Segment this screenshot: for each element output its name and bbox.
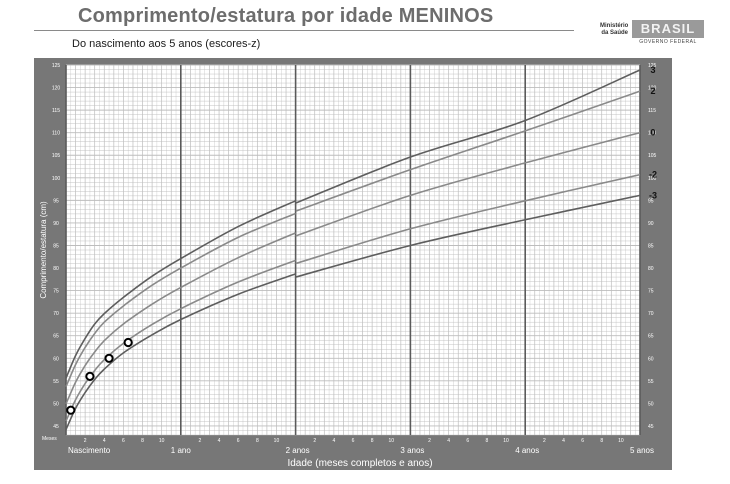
curve-z-3 bbox=[65, 200, 296, 379]
y-tick-label-left: 50 bbox=[53, 401, 59, 407]
y-tick-label-left: 105 bbox=[52, 153, 61, 159]
x-tick-label: 8 bbox=[371, 438, 374, 444]
curve-z--2 bbox=[65, 259, 296, 422]
curve-z--3 bbox=[65, 273, 296, 430]
y-tick-label-left: 90 bbox=[53, 221, 59, 227]
chart-subtitle: Do nascimento aos 5 anos (escores-z) bbox=[72, 38, 261, 50]
ministry-logo: Ministério da Saúde BRASIL GOVERNO FEDER… bbox=[600, 18, 708, 48]
x-tick-label: 10 bbox=[618, 438, 624, 444]
data-points bbox=[66, 337, 133, 415]
x-tick-label: 4 bbox=[332, 438, 335, 444]
curve-z-2 bbox=[295, 90, 641, 212]
y-tick-label-left: 100 bbox=[52, 176, 61, 182]
y-tick-label-right: 45 bbox=[648, 424, 654, 430]
curve-z-3 bbox=[295, 69, 641, 204]
y-tick-label-right: 105 bbox=[648, 153, 657, 159]
series-label-z--2: -2 bbox=[649, 170, 657, 180]
y-tick-label-left: 125 bbox=[52, 63, 61, 69]
x-tick-label: 10 bbox=[159, 438, 165, 444]
y-tick-label-right: 60 bbox=[648, 356, 654, 362]
chart-title: Comprimento/estatura por idade MENINOS bbox=[78, 5, 494, 27]
curve-z-2 bbox=[65, 212, 296, 388]
y-tick-label-left: 85 bbox=[53, 243, 59, 249]
y-tick-label-left: 80 bbox=[53, 266, 59, 272]
y-tick-label-left: 115 bbox=[52, 108, 60, 114]
z-score-curves bbox=[65, 69, 641, 430]
x-tick-label: 4 bbox=[562, 438, 565, 444]
x-tick-label: 10 bbox=[503, 438, 509, 444]
x-tick-label: 8 bbox=[486, 438, 489, 444]
title-divider bbox=[34, 30, 574, 31]
series-label-z-3: 3 bbox=[650, 65, 655, 75]
y-tick-label-left: 55 bbox=[53, 379, 59, 385]
y-tick-label-left: 75 bbox=[53, 289, 59, 295]
series-label-z-0: 0 bbox=[650, 128, 655, 138]
y-tick-label-left: 45 bbox=[53, 424, 59, 430]
logo-brand-text: BRASIL bbox=[632, 20, 704, 38]
y-tick-label-left: 120 bbox=[52, 86, 61, 92]
x-tick-label: 4 bbox=[447, 438, 450, 444]
x-tick-label: 2 bbox=[84, 438, 87, 444]
y-tick-label-right: 50 bbox=[648, 401, 654, 407]
logo-ministry-text: Ministério da Saúde bbox=[600, 23, 629, 36]
y-tick-label-right: 65 bbox=[648, 334, 654, 340]
x-year-label: 2 anos bbox=[286, 446, 310, 455]
y-tick-label-left: 70 bbox=[53, 311, 59, 317]
x-tick-label: 4 bbox=[218, 438, 221, 444]
x-year-label: 5 anos bbox=[630, 446, 654, 455]
x-tick-label: 10 bbox=[274, 438, 280, 444]
y-tick-label-right: 90 bbox=[648, 221, 654, 227]
y-tick-label-right: 95 bbox=[648, 198, 654, 204]
x-tick-label: 8 bbox=[141, 438, 144, 444]
x-year-label: 4 anos bbox=[515, 446, 539, 455]
y-tick-label-right: 115 bbox=[648, 108, 656, 114]
series-label-z--3: -3 bbox=[649, 190, 657, 200]
curve-z-0 bbox=[295, 131, 641, 237]
x-tick-label: 6 bbox=[122, 438, 125, 444]
x-tick-label: 6 bbox=[581, 438, 584, 444]
x-axis-title: Idade (meses completos e anos) bbox=[287, 458, 432, 469]
curve-z-0 bbox=[65, 232, 296, 405]
x-unit-label: Meses bbox=[42, 436, 57, 442]
x-year-label: 1 ano bbox=[171, 446, 192, 455]
x-tick-label: 10 bbox=[388, 438, 394, 444]
x-tick-label: 2 bbox=[313, 438, 316, 444]
x-tick-label: 4 bbox=[103, 438, 106, 444]
y-tick-label-right: 80 bbox=[648, 266, 654, 272]
y-tick-label-right: 120 bbox=[648, 86, 657, 92]
y-tick-label-left: 95 bbox=[53, 198, 59, 204]
measurement-point bbox=[123, 337, 133, 348]
x-year-label: Nascimento bbox=[68, 446, 111, 455]
x-tick-label: 2 bbox=[543, 438, 546, 444]
y-tick-label-right: 70 bbox=[648, 311, 654, 317]
x-year-label: 3 anos bbox=[400, 446, 424, 455]
x-tick-label: 8 bbox=[256, 438, 259, 444]
y-tick-label-left: 65 bbox=[53, 334, 59, 340]
curve-z--3 bbox=[295, 194, 641, 278]
x-tick-label: 6 bbox=[237, 438, 240, 444]
y-tick-label-right: 85 bbox=[648, 243, 654, 249]
y-axis-title: Comprimento/estatura (cm) bbox=[39, 201, 48, 299]
x-tick-label: 8 bbox=[600, 438, 603, 444]
y-tick-label-right: 75 bbox=[648, 289, 654, 295]
measurement-point bbox=[104, 353, 114, 363]
x-tick-label: 6 bbox=[466, 438, 469, 444]
y-tick-label-right: 110 bbox=[648, 131, 656, 137]
x-tick-label: 6 bbox=[352, 438, 355, 444]
measurement-point bbox=[85, 371, 95, 381]
y-tick-label-right: 100 bbox=[648, 176, 657, 182]
x-tick-label: 2 bbox=[199, 438, 202, 444]
y-tick-label-left: 110 bbox=[52, 131, 60, 137]
y-tick-label-left: 60 bbox=[53, 356, 59, 362]
y-tick-label-right: 55 bbox=[648, 379, 654, 385]
logo-gov-text: GOVERNO FEDERAL bbox=[639, 39, 697, 45]
x-tick-label: 2 bbox=[428, 438, 431, 444]
series-label-z-2: 2 bbox=[650, 86, 655, 96]
curve-z--2 bbox=[295, 173, 641, 265]
grid bbox=[65, 64, 641, 436]
y-tick-label-right: 125 bbox=[648, 63, 657, 69]
measurement-point bbox=[66, 405, 76, 415]
